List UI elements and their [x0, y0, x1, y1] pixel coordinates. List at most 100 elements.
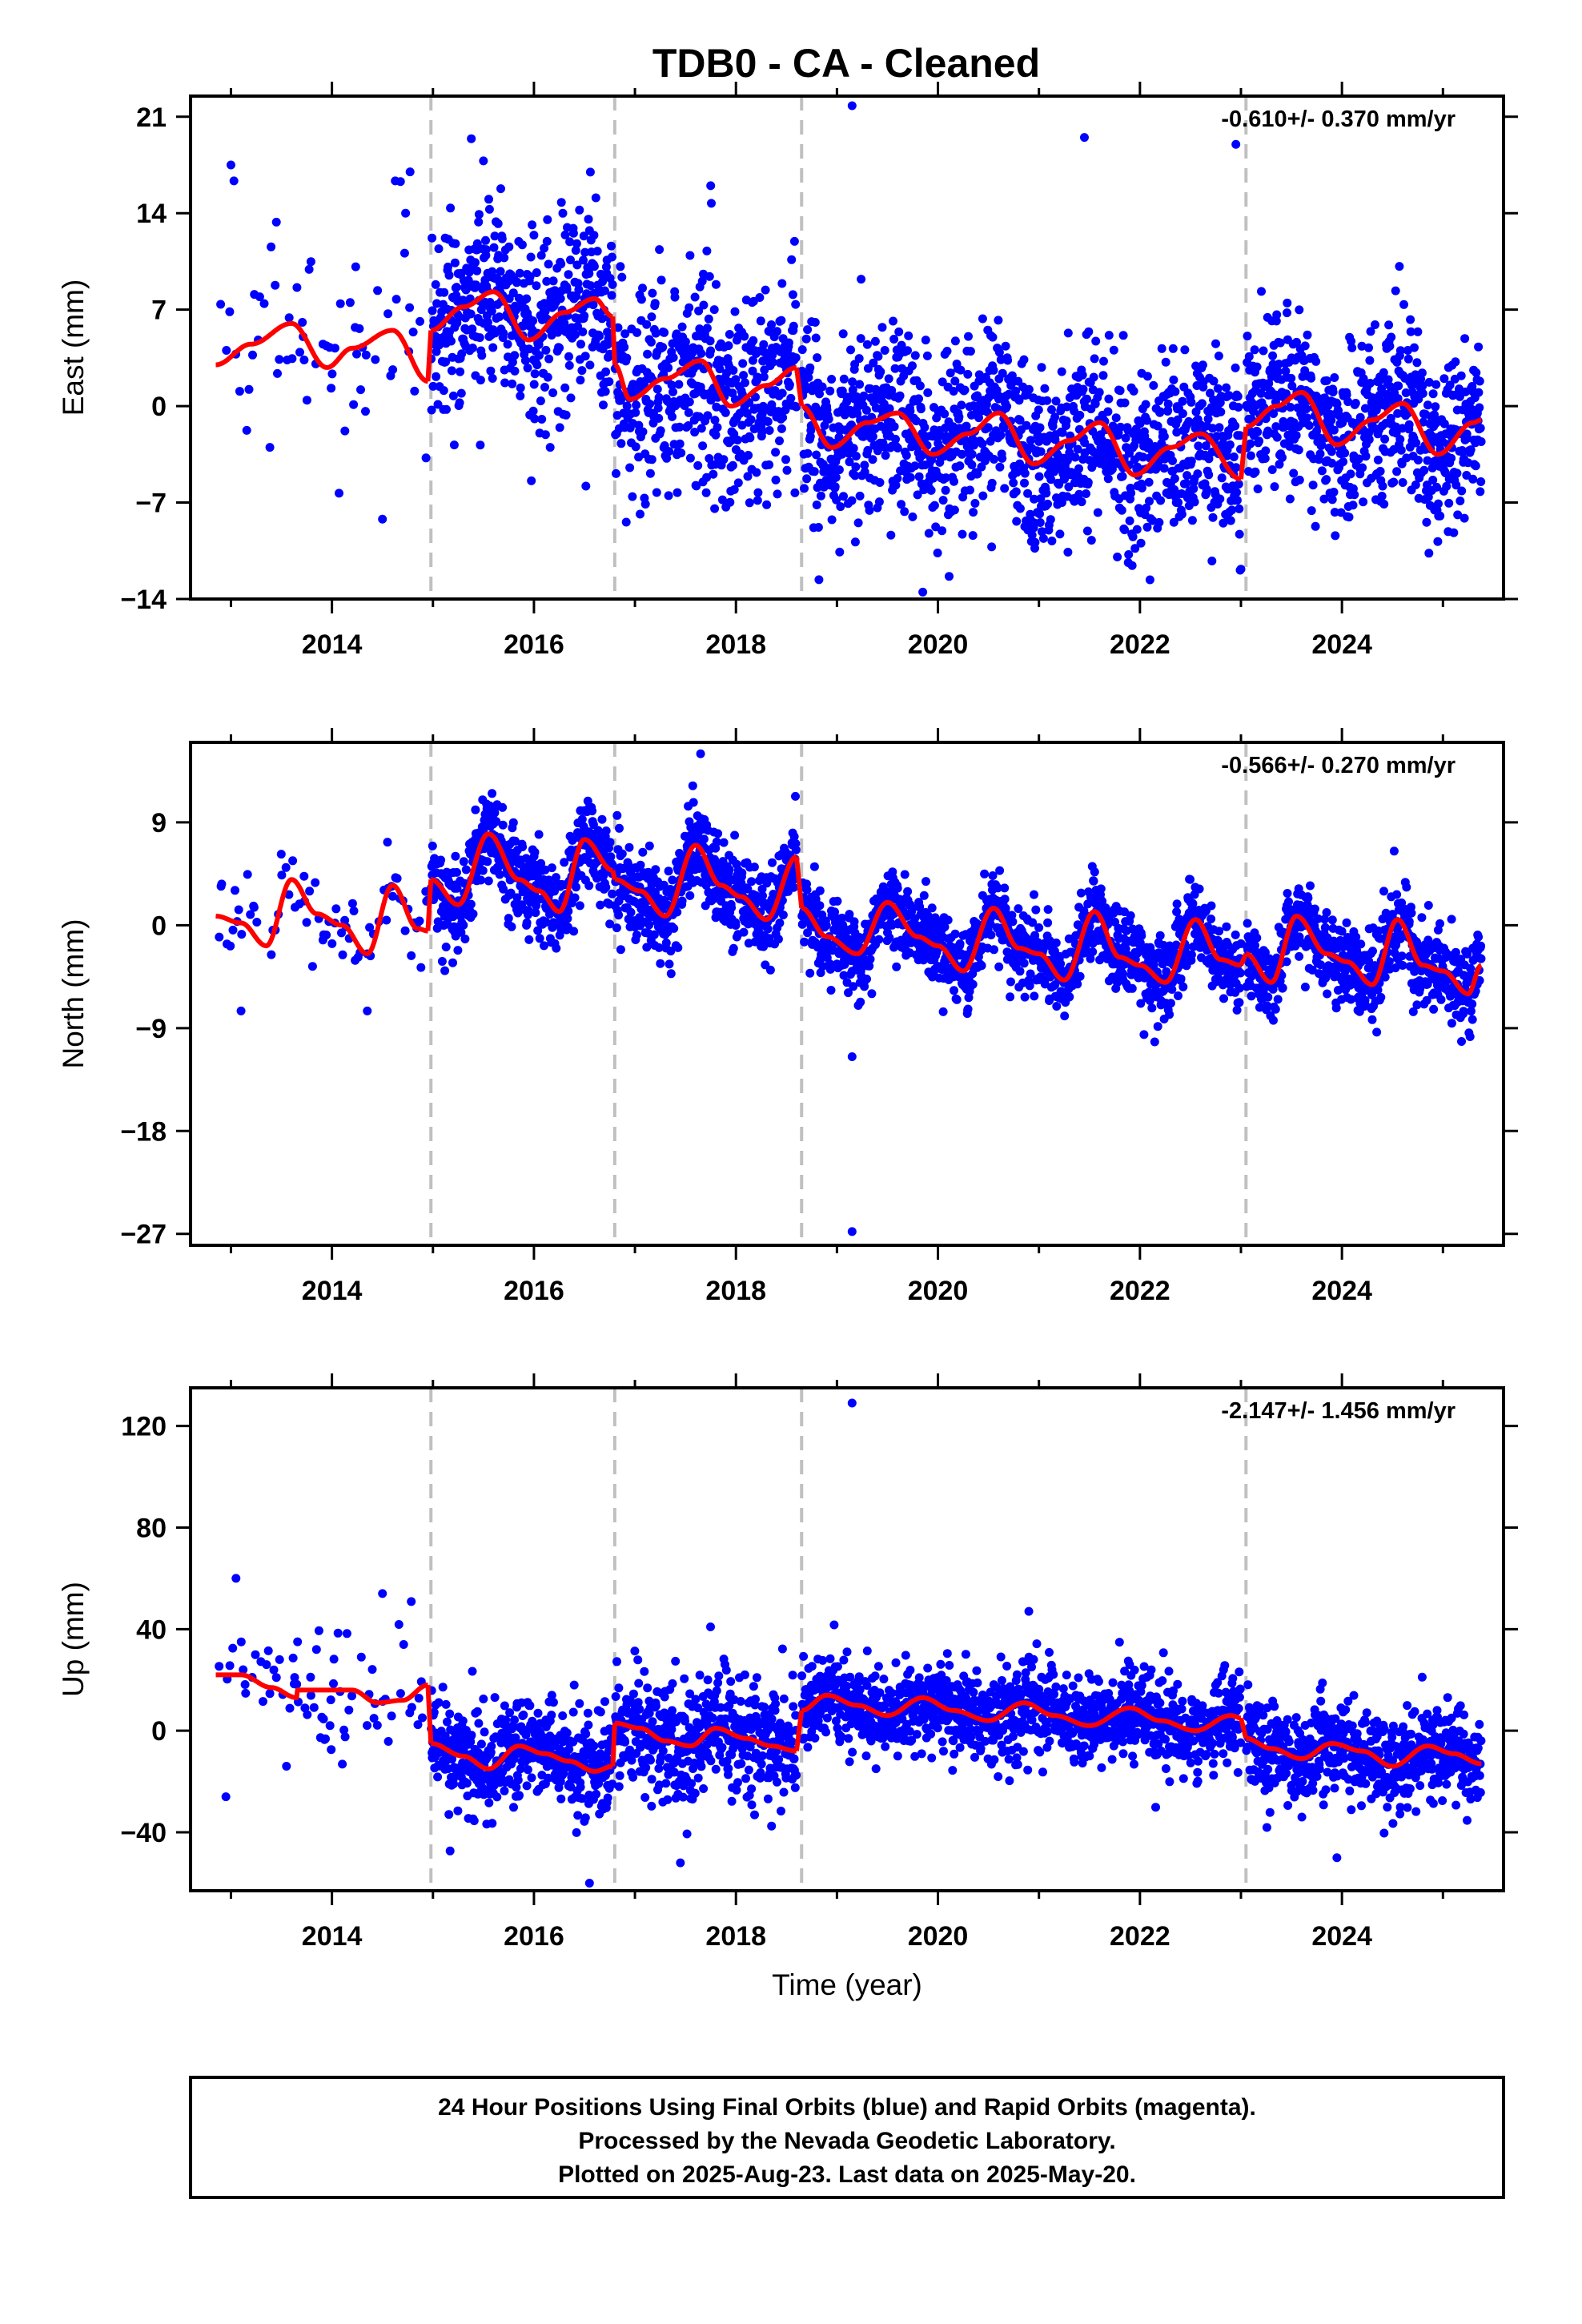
data-point: [612, 923, 621, 933]
data-point: [1142, 503, 1151, 513]
data-point: [1377, 384, 1387, 394]
data-point: [812, 501, 821, 509]
data-point: [508, 357, 517, 367]
data-point: [1346, 469, 1355, 479]
x-tick-label: 2014: [302, 629, 363, 660]
data-point: [751, 392, 760, 402]
data-point: [1090, 354, 1099, 364]
data-point: [1153, 421, 1162, 431]
data-point: [669, 353, 678, 362]
data-point: [416, 963, 426, 972]
data-point: [978, 491, 988, 501]
data-point: [874, 935, 884, 944]
data-point: [591, 193, 600, 203]
data-point: [543, 215, 552, 224]
data-point: [855, 380, 865, 389]
data-point: [1411, 438, 1421, 448]
data-point: [709, 305, 719, 315]
data-point: [892, 962, 901, 971]
data-point: [990, 455, 998, 464]
data-point: [691, 388, 701, 398]
data-point: [1359, 497, 1368, 507]
data-point: [870, 336, 880, 346]
data-point: [938, 496, 948, 505]
data-point: [604, 377, 614, 387]
data-point: [941, 485, 950, 495]
data-point: [774, 407, 783, 416]
data-point: [825, 386, 835, 396]
data-point: [1379, 500, 1389, 509]
data-point: [837, 913, 847, 923]
data-point: [713, 423, 722, 432]
data-point: [1468, 474, 1478, 484]
data-point: [697, 276, 707, 286]
data-point: [987, 478, 997, 488]
data-point: [739, 927, 749, 937]
data-point: [1350, 490, 1359, 500]
data-point: [595, 332, 604, 341]
data-point: [1385, 341, 1395, 351]
data-point: [905, 406, 915, 416]
data-point: [950, 986, 958, 995]
data-point: [943, 915, 953, 925]
data-point: [428, 381, 438, 391]
data-point: [1046, 515, 1055, 525]
data-point: [785, 380, 794, 389]
data-point: [568, 228, 578, 238]
data-point: [831, 472, 841, 482]
data-point: [993, 883, 1002, 893]
data-point: [800, 484, 809, 493]
data-point: [452, 867, 461, 877]
data-point: [1062, 456, 1072, 465]
data-point: [1303, 330, 1312, 340]
data-point: [1304, 420, 1314, 430]
data-point: [383, 309, 393, 319]
data-point: [756, 316, 765, 326]
data-point: [1428, 389, 1438, 399]
data-point: [352, 349, 361, 359]
data-point: [1144, 437, 1154, 447]
data-point: [337, 928, 346, 938]
data-point: [927, 903, 937, 913]
data-point: [1392, 467, 1402, 476]
data-point: [626, 907, 636, 917]
data-point: [428, 306, 437, 316]
data-point: [1209, 376, 1219, 386]
data-point: [1144, 477, 1154, 487]
data-point: [884, 374, 893, 384]
data-point: [1204, 470, 1214, 480]
data-point: [1091, 336, 1101, 346]
data-point: [1355, 412, 1365, 422]
data-point: [1025, 981, 1034, 991]
data-point: [1082, 394, 1091, 404]
data-point: [656, 959, 665, 968]
data-point: [744, 451, 753, 460]
data-point: [271, 280, 280, 290]
data-point: [335, 299, 345, 308]
data-point: [536, 251, 546, 260]
data-point: [988, 332, 998, 342]
data-point: [777, 316, 786, 325]
data-point: [765, 426, 774, 435]
data-point: [1401, 388, 1411, 397]
data-point: [537, 415, 547, 424]
data-point: [440, 966, 450, 975]
data-point: [1235, 431, 1245, 440]
data-point: [588, 300, 598, 310]
data-point: [1208, 424, 1218, 433]
data-point: [1329, 488, 1339, 497]
data-point: [1213, 384, 1223, 393]
data-point: [1226, 516, 1235, 525]
data-point: [550, 887, 559, 896]
data-point: [1463, 433, 1472, 443]
data-point: [666, 969, 676, 979]
data-point: [1418, 388, 1427, 398]
data-point: [677, 448, 686, 458]
data-point: [1308, 480, 1318, 490]
data-point: [331, 904, 341, 914]
data-point: [1383, 375, 1393, 384]
data-point: [548, 276, 558, 286]
data-point: [1012, 468, 1022, 477]
data-point: [994, 316, 1003, 325]
data-point: [790, 488, 800, 497]
